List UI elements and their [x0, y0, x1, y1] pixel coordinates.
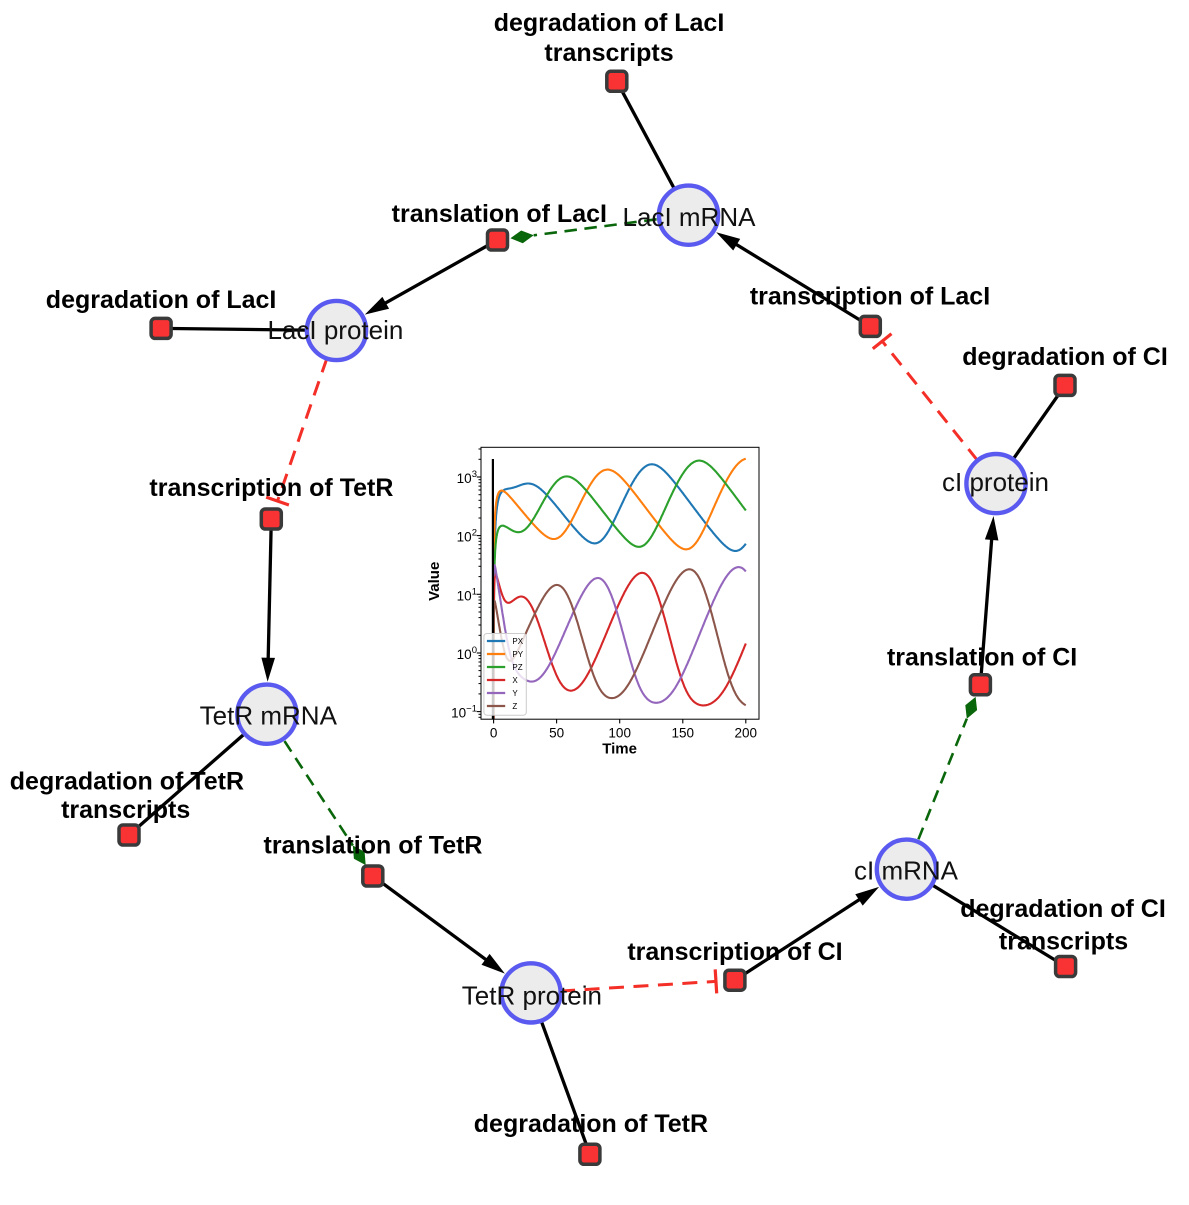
svg-text:Y: Y [512, 689, 518, 698]
svg-text:PZ: PZ [512, 663, 522, 672]
svg-text:100: 100 [608, 726, 631, 741]
svg-text:cI mRNA: cI mRNA [854, 855, 959, 885]
svg-text:transcripts: transcripts [999, 927, 1128, 955]
svg-text:translation of TetR: translation of TetR [264, 831, 483, 859]
svg-text:transcripts: transcripts [544, 39, 673, 67]
svg-text:transcription of CI: transcription of CI [627, 938, 842, 966]
svg-text:cI protein: cI protein [942, 467, 1049, 497]
svg-text:degradation of CI: degradation of CI [960, 895, 1166, 923]
svg-text:0: 0 [490, 726, 498, 741]
svg-text:Value: Value [426, 562, 443, 601]
svg-text:transcripts: transcripts [61, 796, 190, 824]
svg-text:LacI protein: LacI protein [267, 315, 403, 345]
svg-text:X: X [512, 676, 518, 685]
svg-text:TetR protein: TetR protein [462, 980, 602, 1010]
svg-text:translation of CI: translation of CI [887, 643, 1077, 671]
svg-text:PX: PX [512, 637, 523, 646]
svg-text:Time: Time [602, 741, 637, 758]
svg-text:200: 200 [735, 726, 758, 741]
svg-text:translation of LacI: translation of LacI [392, 200, 607, 228]
svg-text:TetR mRNA: TetR mRNA [200, 701, 338, 731]
svg-text:150: 150 [672, 726, 695, 741]
svg-text:degradation of TetR: degradation of TetR [10, 768, 244, 796]
svg-text:degradation of CI: degradation of CI [962, 343, 1168, 371]
svg-text:PY: PY [512, 650, 523, 659]
svg-text:transcription of TetR: transcription of TetR [149, 474, 393, 502]
svg-text:degradation of LacI: degradation of LacI [494, 9, 725, 37]
svg-text:50: 50 [549, 726, 564, 741]
svg-text:transcription of LacI: transcription of LacI [750, 282, 990, 310]
svg-text:degradation of LacI: degradation of LacI [46, 286, 277, 314]
svg-text:degradation of TetR: degradation of TetR [474, 1110, 708, 1138]
svg-text:Z: Z [512, 702, 517, 711]
svg-text:LacI mRNA: LacI mRNA [623, 202, 757, 232]
